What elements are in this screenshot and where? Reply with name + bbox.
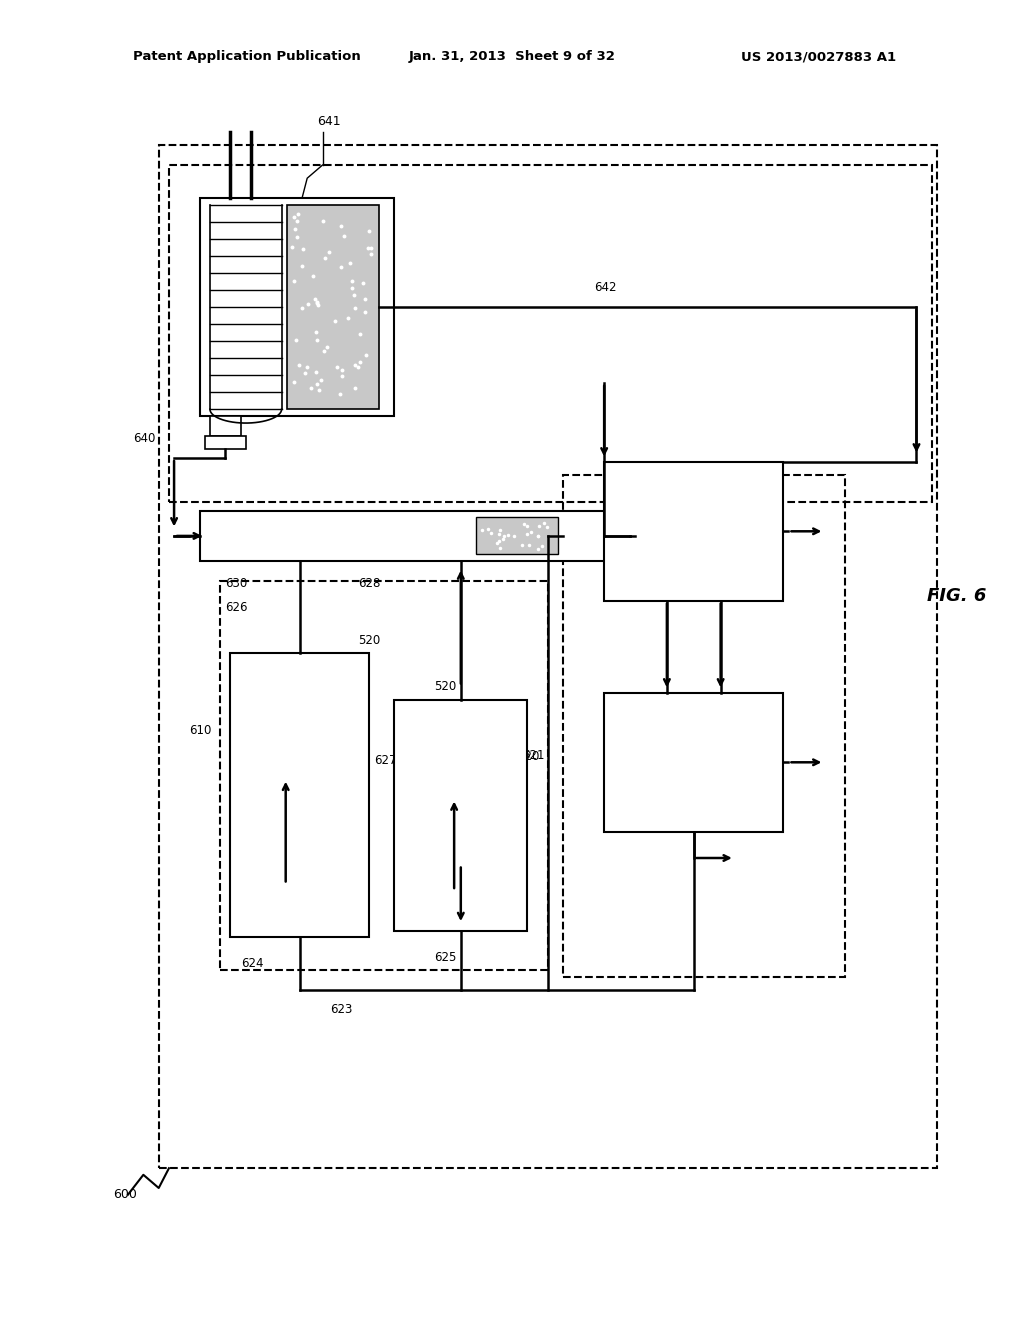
- Bar: [476, 517, 558, 554]
- Text: 622: 622: [522, 519, 545, 531]
- Text: EXCHANGER: EXCHANGER: [655, 777, 732, 788]
- Text: Patent Application Publication: Patent Application Publication: [133, 50, 360, 63]
- Bar: [230, 653, 369, 937]
- Text: 631: 631: [635, 491, 657, 504]
- Text: 630: 630: [225, 577, 248, 590]
- Text: 640: 640: [133, 432, 156, 445]
- Text: HEAT: HEAT: [678, 741, 710, 751]
- Text: 520: 520: [434, 680, 457, 693]
- Bar: [220, 581, 548, 970]
- Bar: [394, 700, 527, 931]
- Text: 600: 600: [113, 1188, 136, 1201]
- Text: 610: 610: [189, 723, 212, 737]
- Bar: [200, 511, 630, 561]
- Text: US 2013/0027883 A1: US 2013/0027883 A1: [741, 50, 896, 63]
- Text: 621: 621: [522, 750, 545, 763]
- Bar: [563, 475, 845, 977]
- Text: 623: 623: [330, 1003, 352, 1016]
- Bar: [210, 416, 241, 436]
- Text: 625: 625: [434, 950, 457, 964]
- Text: 627: 627: [374, 754, 396, 767]
- Text: 641: 641: [317, 115, 341, 128]
- Text: FIG. 6: FIG. 6: [927, 586, 986, 605]
- Bar: [287, 205, 379, 409]
- Bar: [604, 462, 783, 601]
- Text: RESERVOIR &: RESERVOIR &: [651, 510, 736, 520]
- Text: 620: 620: [517, 750, 540, 763]
- Bar: [159, 145, 937, 1168]
- Text: 520: 520: [358, 634, 381, 647]
- Text: 628: 628: [358, 577, 381, 590]
- Text: 642: 642: [594, 281, 616, 293]
- Bar: [205, 436, 246, 449]
- Text: Jan. 31, 2013  Sheet 9 of 32: Jan. 31, 2013 Sheet 9 of 32: [409, 50, 615, 63]
- Text: 626: 626: [225, 601, 248, 614]
- Text: PUMP: PUMP: [676, 546, 712, 557]
- Bar: [169, 165, 932, 502]
- Bar: [200, 198, 394, 416]
- Bar: [604, 693, 783, 832]
- Text: 624: 624: [241, 957, 263, 970]
